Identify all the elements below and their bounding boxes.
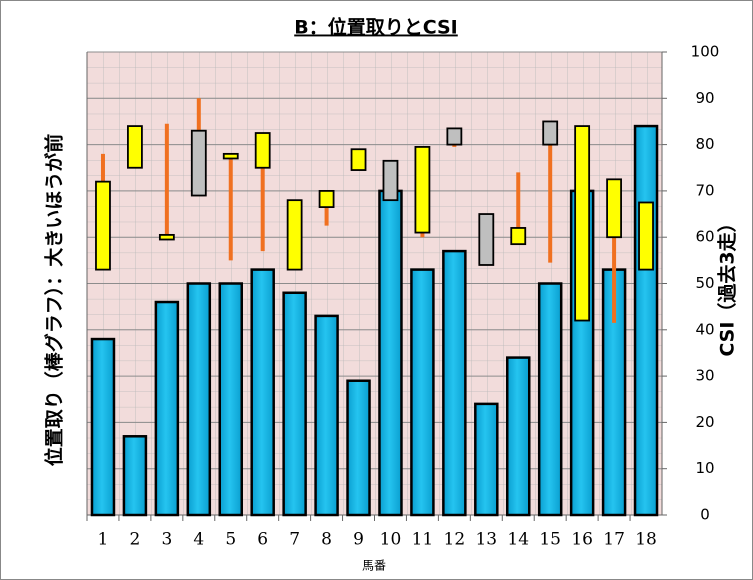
- candle-box: [574, 125, 591, 322]
- y2-tick-label: 10: [695, 459, 714, 477]
- bar: [474, 402, 499, 517]
- y2-tick-label: 100: [691, 43, 720, 61]
- candle-box: [510, 227, 527, 246]
- y-axis-title: 位置取り（棒グラフ）：大きいほうが前: [43, 134, 66, 467]
- bar: [90, 337, 116, 517]
- bar: [122, 435, 148, 517]
- candle-box: [542, 120, 559, 146]
- candle-box: [95, 180, 111, 271]
- x-tick-label: 2: [130, 530, 141, 550]
- y2-tick-label: 40: [695, 320, 714, 338]
- y2-axis-title: CSI（過去3走）: [716, 213, 739, 356]
- candle-box: [414, 146, 431, 234]
- bar: [282, 291, 307, 517]
- y2-tick-label: 80: [695, 135, 714, 153]
- x-tick-label: 18: [635, 530, 657, 550]
- bar: [633, 124, 659, 517]
- candle-box: [350, 148, 367, 171]
- x-tick-label: 11: [412, 530, 434, 550]
- y2-tick-label: 90: [695, 89, 714, 107]
- x-tick-label: 1: [98, 530, 109, 550]
- y2-tick-label: 30: [695, 367, 714, 385]
- y2-tick-label: 20: [695, 413, 714, 431]
- bar: [218, 282, 243, 517]
- x-tick-label: 4: [193, 530, 204, 550]
- bar: [442, 249, 467, 517]
- x-tick-label: 6: [257, 530, 268, 550]
- y2-tick-label: 0: [700, 506, 710, 524]
- candle-box: [158, 233, 175, 241]
- x-tick-label: 3: [161, 530, 172, 550]
- candle-box: [606, 178, 622, 239]
- bar: [346, 379, 371, 517]
- bar: [537, 282, 563, 517]
- y2-tick-label: 50: [695, 274, 714, 292]
- x-tick-label: 10: [380, 530, 402, 550]
- candle-box: [318, 189, 335, 209]
- x-tick-label: 12: [444, 530, 466, 550]
- bar: [250, 268, 275, 517]
- candle-box: [254, 132, 271, 169]
- x-tick-label: 9: [353, 530, 364, 550]
- bar: [314, 314, 339, 517]
- candle-box: [478, 213, 495, 266]
- x-tick-label: 16: [571, 530, 593, 550]
- bar: [506, 356, 531, 517]
- x-tick-label: 15: [539, 530, 561, 550]
- candle-box: [446, 127, 463, 146]
- bar: [154, 300, 180, 517]
- y2-tick-label: 60: [695, 228, 714, 246]
- x-axis-title: 馬番: [362, 559, 386, 573]
- x-tick-label: 7: [289, 530, 300, 550]
- x-tick-label: 13: [475, 530, 497, 550]
- bar: [410, 268, 435, 517]
- candle-box: [190, 129, 207, 197]
- candle-box: [382, 159, 399, 202]
- candle-box: [222, 152, 239, 160]
- x-tick-label: 8: [321, 530, 332, 550]
- x-tick-label: 14: [507, 530, 529, 550]
- x-tick-label: 5: [225, 530, 236, 550]
- y2-tick-label: 70: [695, 181, 714, 199]
- x-tick-label: 17: [603, 530, 625, 550]
- chart-title: B：位置取りとCSI: [294, 16, 458, 39]
- bar: [378, 189, 403, 517]
- bar: [186, 282, 212, 517]
- candle-box: [127, 125, 143, 169]
- candle-box: [286, 199, 303, 271]
- candle-box: [638, 201, 654, 271]
